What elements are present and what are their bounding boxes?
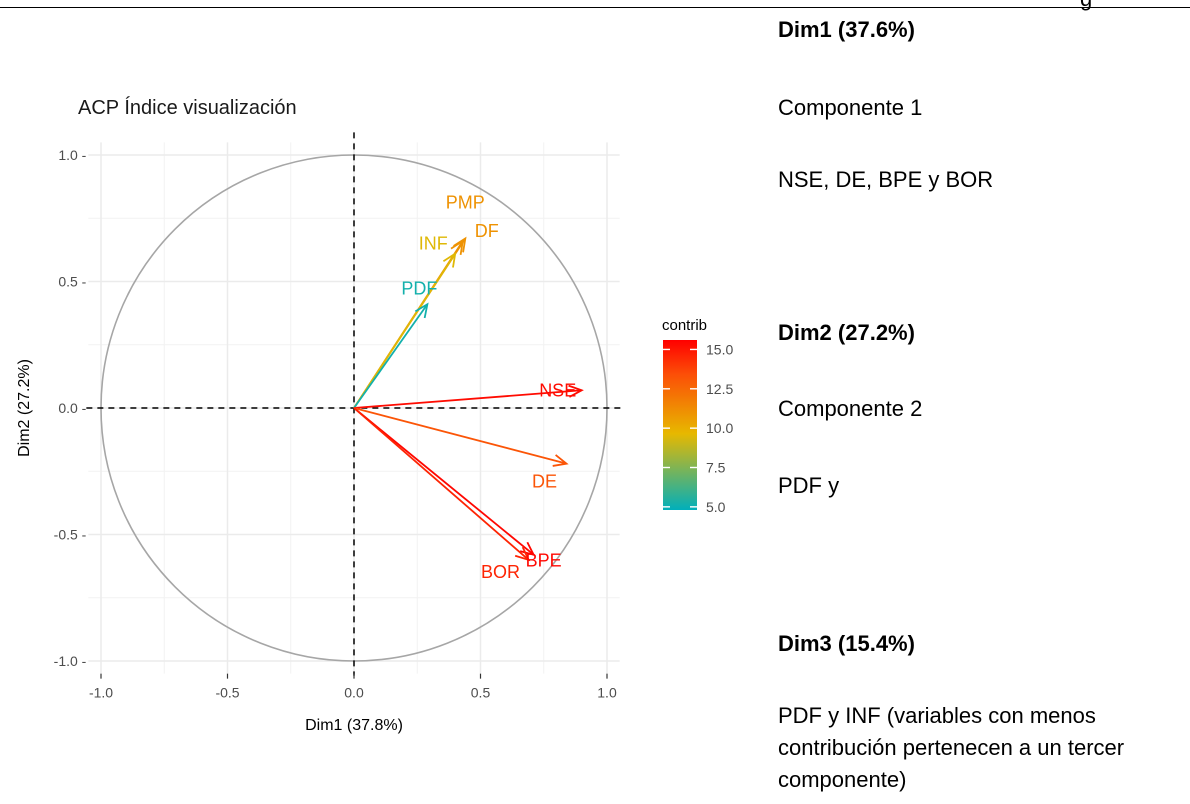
y-axis-label: Dim2 (27.2%)	[16, 359, 33, 457]
legend-colorbar	[663, 340, 697, 510]
dim2-heading: Dim2 (27.2%)	[778, 320, 915, 345]
dim2-line1: Componente 2	[778, 396, 923, 421]
dim1-line2: NSE, DE, BPE y BOR	[778, 167, 994, 192]
arrow-bpe	[353, 407, 535, 556]
label-bor: BOR	[481, 562, 520, 582]
x-tick-label: 0.5	[471, 685, 491, 701]
arrowhead-df	[450, 239, 464, 255]
label-bpe: BPE	[526, 551, 562, 571]
label-pmp: PMP	[446, 192, 485, 212]
label-pdf: PDF	[401, 278, 437, 298]
y-tick-label: 0.5 -	[58, 274, 86, 290]
clipped-heading-glyph: g	[1080, 0, 1092, 12]
dim2-line2: PDF y	[778, 473, 840, 498]
x-tick-label: -0.5	[215, 685, 239, 701]
arrow-inf	[353, 253, 456, 409]
legend-tick-label: 12.5	[706, 381, 733, 397]
dim3-heading: Dim3 (15.4%)	[778, 631, 915, 656]
dim3-body: PDF y INF (variables con menos contribuc…	[778, 703, 1125, 792]
top-rule	[0, 7, 1190, 8]
y-tick-label: -1.0 -	[54, 653, 87, 669]
arrow-pdf	[353, 303, 429, 409]
legend-tick-label: 5.0	[706, 499, 726, 515]
arrow-de	[353, 407, 567, 465]
arrowhead-inf	[442, 251, 457, 268]
arrowhead-de	[552, 454, 569, 467]
y-tick-label: 0.0 -	[58, 400, 86, 416]
y-tick-label: 1.0 -	[58, 147, 86, 163]
legend: contrib 15.0 12.5 10.0 7.5 5.0	[662, 317, 733, 515]
x-tick-label: 1.0	[597, 685, 617, 701]
label-inf: INF	[419, 234, 448, 254]
legend-tick-label: 7.5	[706, 460, 726, 476]
x-axis-label: Dim1 (37.8%)	[305, 717, 403, 734]
dim1-heading: Dim1 (37.6%)	[778, 17, 915, 42]
dim1-line1: Componente 1	[778, 95, 923, 120]
legend-title: contrib	[662, 317, 707, 334]
legend-tick-label: 10.0	[706, 420, 733, 436]
chart-title: ACP Índice visualización	[78, 96, 297, 119]
x-tick-label: -1.0	[89, 685, 113, 701]
arrow-nse	[353, 389, 582, 409]
label-de: DE	[532, 472, 557, 492]
x-tick-label: 0.0	[344, 685, 364, 701]
arrowhead-nse	[568, 384, 584, 398]
arrowhead-bor	[514, 546, 531, 562]
label-df: DF	[475, 221, 499, 241]
arrowhead-pdf	[414, 302, 429, 319]
arrow-bor	[353, 407, 530, 561]
pca-chart: PMP DF INF PDF NSE DE BPE BOR -1.0 -0.5 0.0 0.5 1.0…	[16, 96, 733, 734]
y-tick-label: -0.5 -	[54, 527, 87, 543]
label-nse: NSE	[539, 380, 576, 400]
legend-tick-label: 15.0	[706, 341, 733, 357]
